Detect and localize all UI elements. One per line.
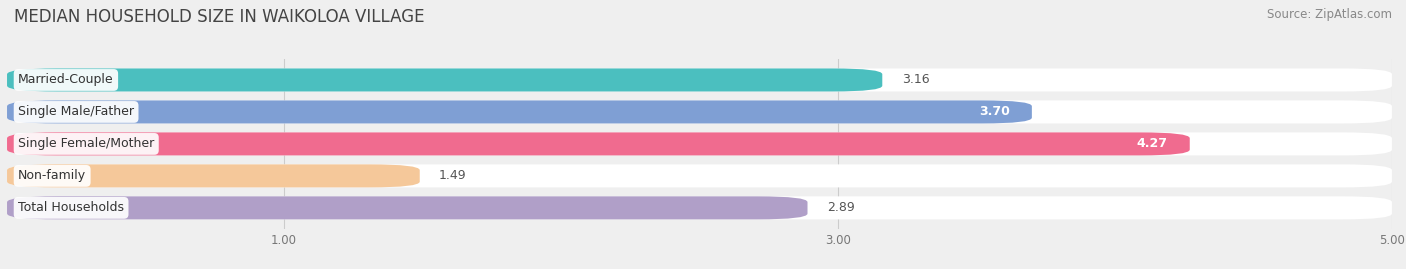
Text: MEDIAN HOUSEHOLD SIZE IN WAIKOLOA VILLAGE: MEDIAN HOUSEHOLD SIZE IN WAIKOLOA VILLAG… xyxy=(14,8,425,26)
FancyBboxPatch shape xyxy=(7,164,420,187)
Text: Source: ZipAtlas.com: Source: ZipAtlas.com xyxy=(1267,8,1392,21)
Text: Single Female/Mother: Single Female/Mother xyxy=(18,137,155,150)
FancyBboxPatch shape xyxy=(7,132,1392,155)
FancyBboxPatch shape xyxy=(7,100,1032,123)
Text: Non-family: Non-family xyxy=(18,169,86,182)
Text: 1.49: 1.49 xyxy=(439,169,467,182)
Text: Married-Couple: Married-Couple xyxy=(18,73,114,86)
FancyBboxPatch shape xyxy=(7,196,1392,220)
FancyBboxPatch shape xyxy=(7,68,1392,91)
Text: 3.70: 3.70 xyxy=(979,105,1010,118)
FancyBboxPatch shape xyxy=(7,196,807,220)
Text: Total Households: Total Households xyxy=(18,201,124,214)
Text: 4.27: 4.27 xyxy=(1136,137,1167,150)
Text: 2.89: 2.89 xyxy=(827,201,855,214)
Text: 3.16: 3.16 xyxy=(901,73,929,86)
FancyBboxPatch shape xyxy=(7,132,1189,155)
FancyBboxPatch shape xyxy=(7,164,1392,187)
Text: Single Male/Father: Single Male/Father xyxy=(18,105,134,118)
FancyBboxPatch shape xyxy=(7,68,883,91)
FancyBboxPatch shape xyxy=(7,100,1392,123)
